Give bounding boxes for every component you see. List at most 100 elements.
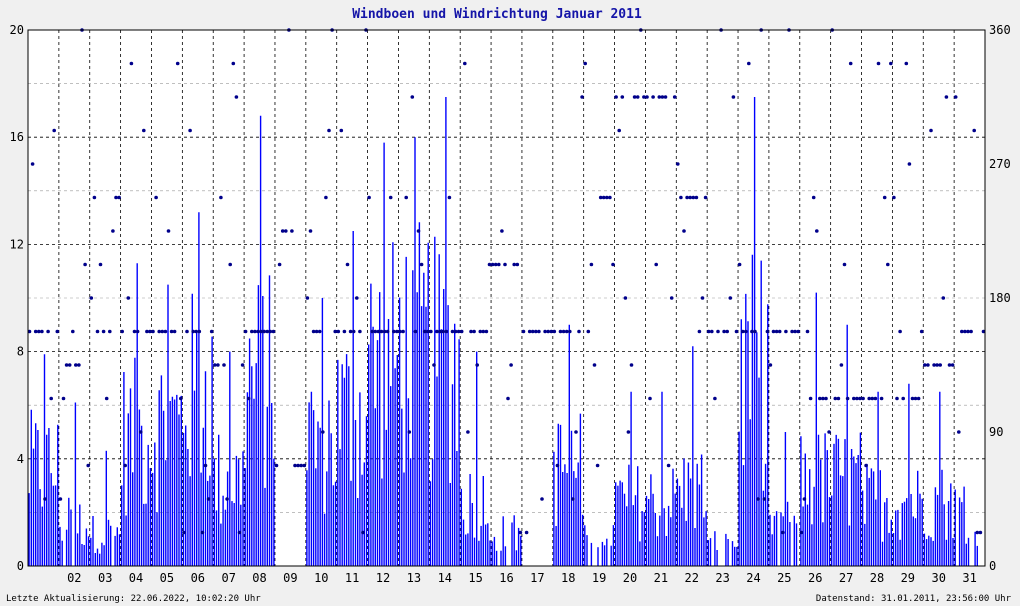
chart-title: Windboen und Windrichtung Januar 2011 [352, 7, 642, 22]
direction-point [530, 329, 535, 334]
direction-point [605, 195, 609, 200]
x-tick-label: 26 [808, 571, 822, 585]
direction-point [213, 363, 217, 367]
direction-point [580, 95, 584, 99]
direction-point [373, 329, 378, 334]
direction-point [438, 329, 442, 334]
direction-point [688, 195, 692, 200]
x-tick-label: 05 [160, 571, 174, 585]
direction-point [898, 329, 902, 334]
direction-point [691, 195, 696, 200]
direction-point [552, 329, 557, 334]
direction-point [784, 329, 788, 334]
direction-point [561, 329, 566, 334]
direction-point [302, 463, 307, 468]
direction-point [558, 329, 563, 334]
direction-point [941, 296, 946, 300]
x-tick-label: 10 [314, 571, 328, 585]
x-axis: 02 03 04 05 06 07 08 09 10 11 12 13 14 15 16 17 18 19 20 21… [67, 571, 977, 585]
direction-point [645, 95, 649, 99]
direction-point [429, 329, 433, 334]
direction-point [71, 329, 75, 334]
direction-point [728, 296, 733, 300]
direction-point [540, 497, 544, 501]
grid [28, 30, 985, 566]
direction-point [280, 229, 285, 233]
direction-point [923, 363, 927, 367]
direction-point [154, 195, 158, 200]
direction-point [694, 195, 699, 200]
direction-point [796, 329, 800, 334]
direction-point [774, 329, 779, 334]
direction-point [114, 195, 118, 200]
direction-point [953, 95, 958, 99]
direction-point [299, 463, 304, 468]
direction-point [58, 497, 63, 501]
direction-point [435, 329, 439, 334]
direction-point [710, 329, 714, 334]
direction-point [98, 262, 103, 267]
direction-point [676, 162, 680, 166]
direction-point [453, 329, 458, 334]
direction-point [867, 396, 871, 401]
direction-point [398, 329, 402, 334]
direction-point [83, 262, 87, 267]
direction-point [339, 128, 344, 133]
direction-point [503, 262, 507, 267]
x-tick-label: 20 [623, 571, 637, 585]
direction-point [512, 262, 516, 267]
direction-point [43, 497, 47, 501]
direction-point [284, 229, 288, 233]
direction-point [957, 430, 961, 434]
left-tick-label: 16 [10, 130, 24, 144]
direction-point [546, 329, 550, 334]
right-axis: 0 90 180 270 360 [989, 23, 1011, 573]
direction-point [679, 195, 683, 200]
direction-point [753, 329, 757, 334]
direction-point [614, 95, 618, 99]
direction-point [635, 95, 640, 99]
right-tick-label: 180 [989, 291, 1011, 305]
direction-point [527, 329, 532, 334]
direction-point [815, 229, 819, 233]
direction-point [197, 329, 202, 334]
direction-point [821, 396, 825, 401]
direction-point [126, 296, 131, 300]
direction-point [355, 296, 359, 300]
direction-point [64, 363, 69, 367]
direction-point [296, 463, 300, 468]
direction-point [441, 329, 446, 334]
x-tick-label: 09 [283, 571, 297, 585]
direction-point [598, 195, 603, 200]
direction-point [27, 329, 32, 334]
direction-point [407, 430, 412, 434]
x-tick-label: 17 [530, 571, 544, 585]
direction-point [750, 329, 754, 334]
direction-point [935, 363, 939, 367]
direction-point [345, 262, 350, 267]
direction-point [175, 61, 180, 66]
direction-point [777, 329, 782, 334]
direction-point [277, 262, 282, 267]
x-tick-label: 29 [901, 571, 915, 585]
direction-point [166, 229, 171, 233]
direction-point [478, 329, 483, 334]
direction-point [55, 329, 60, 334]
direction-point [67, 363, 72, 367]
direction-point [385, 329, 390, 334]
direction-point [966, 329, 970, 334]
direction-point [845, 396, 850, 401]
direction-point [456, 329, 461, 334]
direction-point [620, 95, 625, 99]
direction-point [805, 329, 810, 334]
direction-point [882, 195, 887, 200]
plot-frame [27, 29, 986, 567]
direction-point [37, 329, 41, 334]
direction-point [120, 329, 124, 334]
direction-point [907, 162, 912, 166]
direction-point [731, 95, 736, 99]
x-tick-label: 25 [777, 571, 791, 585]
direction-point [401, 329, 405, 334]
direction-point [762, 497, 767, 501]
